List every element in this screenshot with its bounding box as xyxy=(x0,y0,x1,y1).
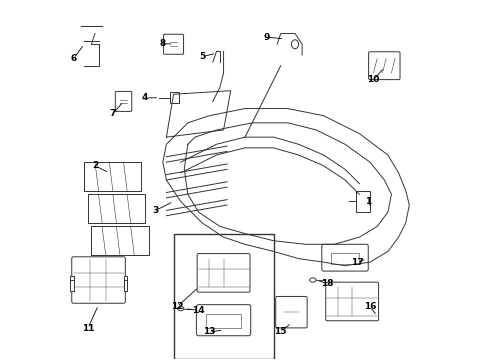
Text: 12: 12 xyxy=(171,302,183,311)
Text: 10: 10 xyxy=(368,76,380,85)
Text: 2: 2 xyxy=(92,161,98,170)
Text: 18: 18 xyxy=(321,279,333,288)
Bar xyxy=(123,280,127,291)
Text: 5: 5 xyxy=(199,52,205,61)
Bar xyxy=(206,314,242,328)
Text: 1: 1 xyxy=(365,197,371,206)
FancyBboxPatch shape xyxy=(368,52,400,80)
Ellipse shape xyxy=(177,306,184,311)
Bar xyxy=(123,276,127,287)
Text: 11: 11 xyxy=(81,324,94,333)
Text: 6: 6 xyxy=(71,54,76,63)
Text: 3: 3 xyxy=(152,206,159,215)
Text: 16: 16 xyxy=(364,302,376,311)
Text: 4: 4 xyxy=(142,93,148,102)
FancyBboxPatch shape xyxy=(196,305,251,336)
Text: 8: 8 xyxy=(160,39,166,48)
Bar xyxy=(92,226,148,255)
Text: 7: 7 xyxy=(110,109,116,118)
Ellipse shape xyxy=(292,40,298,49)
FancyBboxPatch shape xyxy=(72,257,125,303)
Ellipse shape xyxy=(310,278,316,282)
Text: 9: 9 xyxy=(263,33,270,42)
FancyBboxPatch shape xyxy=(326,282,379,321)
FancyBboxPatch shape xyxy=(197,253,250,292)
Text: 15: 15 xyxy=(274,327,287,336)
Bar xyxy=(88,194,145,223)
FancyBboxPatch shape xyxy=(276,296,307,328)
Bar xyxy=(356,191,370,212)
FancyBboxPatch shape xyxy=(115,91,132,111)
Text: 14: 14 xyxy=(192,306,205,315)
Bar xyxy=(84,162,142,191)
FancyBboxPatch shape xyxy=(164,34,184,54)
Bar xyxy=(70,280,74,291)
Bar xyxy=(70,276,74,287)
FancyBboxPatch shape xyxy=(322,244,368,271)
Text: 13: 13 xyxy=(203,327,216,336)
Bar xyxy=(331,253,359,264)
Bar xyxy=(173,234,273,359)
Bar xyxy=(170,93,179,103)
Text: 17: 17 xyxy=(351,258,364,267)
